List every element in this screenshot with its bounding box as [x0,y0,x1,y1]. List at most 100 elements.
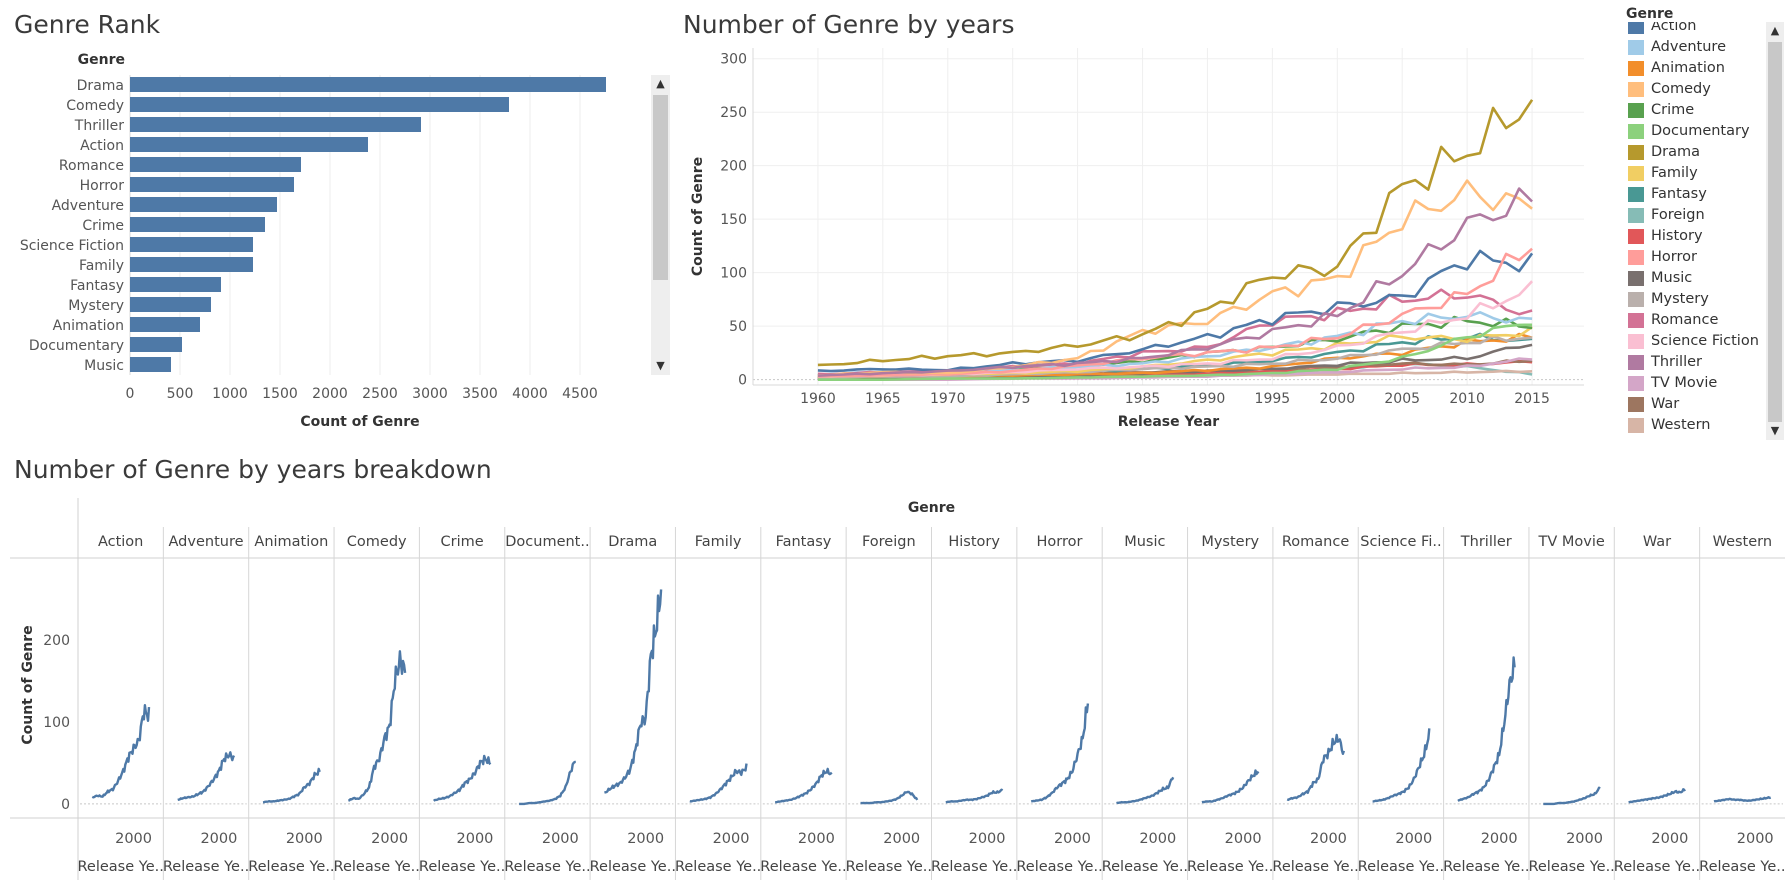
years-x-tick-label: 2005 [1384,391,1420,407]
rank-scrollbar-thumb[interactable] [653,95,668,280]
panel-line-horror [1030,703,1090,803]
category-label-documentary: Documentary [29,338,124,354]
legend-item-romance[interactable]: Romance [1628,310,1718,330]
chevron-up-icon[interactable]: ▲ [1770,24,1780,37]
panel-line-mystery [1201,769,1260,804]
legend-label: Science Fiction [1651,333,1758,349]
genre-rank-chart: 0 500 1000 1500 2000 2500 3000 3500 4000 4500 Genr… [20,52,606,430]
legend-item-mystery[interactable]: Mystery [1628,289,1709,309]
legend-item-foreign[interactable]: Foreign [1628,205,1705,225]
series-line-documentary [817,323,1533,381]
bar-romance [130,157,301,172]
panel-x-axis-title: Release Ye.. [760,859,846,875]
rank-scrollbar[interactable]: ▲ ▼ [651,75,670,375]
legend-swatch [1628,123,1644,139]
panel-x-tick-label: 2000 [713,831,750,847]
legend-label: Family [1651,165,1698,181]
bar-science-fiction [130,237,253,252]
panel-x-tick-label: 2000 [1566,831,1603,847]
legend-label: History [1651,228,1703,244]
legend-item-tv-movie[interactable]: TV Movie [1628,373,1717,393]
legend-swatch [1628,165,1644,181]
bar-crime [130,217,265,232]
legend-label: Drama [1651,144,1701,160]
panel-x-axis-title: Release Ye.. [1528,859,1614,875]
panel-header-thriller: Thriller [1460,534,1512,550]
legend-swatch [1628,39,1644,55]
chevron-up-icon[interactable]: ▲ [656,77,665,90]
panel-header-history: History [948,534,1000,550]
legend-item-fantasy[interactable]: Fantasy [1628,184,1707,204]
bar-documentary [130,337,182,352]
panel-x-axis-title: Release Ye.. [504,859,590,875]
years-x-tick-label: 2000 [1319,391,1355,407]
series-line-drama [817,99,1534,367]
legend-item-action[interactable]: Action [1628,22,1696,36]
rank-x-tick-label: 1500 [262,386,298,402]
rank-x-tick-label: 500 [167,386,194,402]
panel-line-drama [604,589,663,794]
legend-item-documentary[interactable]: Documentary [1628,121,1750,141]
legend-label: War [1651,396,1680,412]
panel-line-western [1713,796,1772,803]
panel-header-mystery: Mystery [1201,534,1259,550]
panel-x-tick-label: 2000 [1651,831,1688,847]
breakdown-y-tick-label: 100 [43,715,70,731]
years-y-tick-label: 50 [729,319,747,335]
legend-item-science-fiction[interactable]: Science Fiction [1628,331,1758,351]
legend-item-war[interactable]: War [1628,394,1679,414]
legend-item-family[interactable]: Family [1628,163,1698,183]
panel-line-history [945,788,1004,804]
legend-label: Romance [1651,312,1719,328]
legend-swatch [1628,291,1644,307]
rank-chart-title: Genre Rank [14,10,161,39]
panel-x-axis-title: Release Ye.. [334,859,420,875]
panel-header-animation: Animation [254,534,328,550]
series-line-comedy [817,179,1533,377]
panel-x-axis-title: Release Ye.. [1272,859,1358,875]
panel-x-tick-label: 2000 [1139,831,1176,847]
legend-item-animation[interactable]: Animation [1628,58,1725,78]
legend-item-adventure[interactable]: Adventure [1628,37,1726,57]
legend-label: Comedy [1651,81,1711,97]
legend-scrollbar[interactable]: ▲ ▼ [1766,22,1784,440]
series-line-horror [817,247,1533,378]
panel-line-war [1628,788,1686,804]
bar-action [130,137,368,152]
panel-x-axis-title: Release Ye.. [931,859,1017,875]
panel-x-axis-title: Release Ye.. [1443,859,1529,875]
bar-music [130,357,171,372]
years-y-tick-label: 0 [738,373,747,389]
panel-x-axis-title: Release Ye.. [419,859,505,875]
panel-x-tick-label: 2000 [1225,831,1262,847]
legend-item-crime[interactable]: Crime [1628,100,1694,120]
legend-item-music[interactable]: Music [1628,268,1692,288]
bar-thriller [130,117,421,132]
rank-y-axis-title: Genre [78,52,125,68]
legend-item-comedy[interactable]: Comedy [1628,79,1711,99]
legend-title: Genre [1626,6,1674,22]
panel-header-romance: Romance [1282,534,1349,550]
legend-label: Animation [1651,60,1725,76]
category-label-comedy: Comedy [66,98,124,114]
years-x-tick-label: 2015 [1514,391,1550,407]
rank-x-tick-label: 2000 [312,386,348,402]
panel-x-axis-title: Release Ye.. [248,859,334,875]
legend-label: Music [1651,270,1693,286]
panel-x-axis-title: Release Ye.. [1187,859,1273,875]
legend-item-horror[interactable]: Horror [1628,247,1697,267]
years-x-tick-label: 1960 [800,391,836,407]
panel-x-axis-title: Release Ye.. [1016,859,1102,875]
legend-item-history[interactable]: History [1628,226,1703,246]
legend-scrollbar-thumb[interactable] [1768,42,1782,422]
chevron-down-icon[interactable]: ▼ [1770,424,1780,437]
legend-item-thriller[interactable]: Thriller [1628,352,1702,372]
legend-item-western[interactable]: Western [1628,415,1710,435]
panel-x-axis-title: Release Ye.. [1699,859,1785,875]
legend-swatch [1628,354,1644,370]
genre-by-years-chart: 1960 1965 1970 1975 1980 1985 1990 1995 2000 2005… [690,48,1584,430]
chevron-down-icon[interactable]: ▼ [656,359,665,372]
legend-item-drama[interactable]: Drama [1628,142,1700,162]
panel-line-foreign [860,790,919,805]
category-label-drama: Drama [77,78,124,94]
